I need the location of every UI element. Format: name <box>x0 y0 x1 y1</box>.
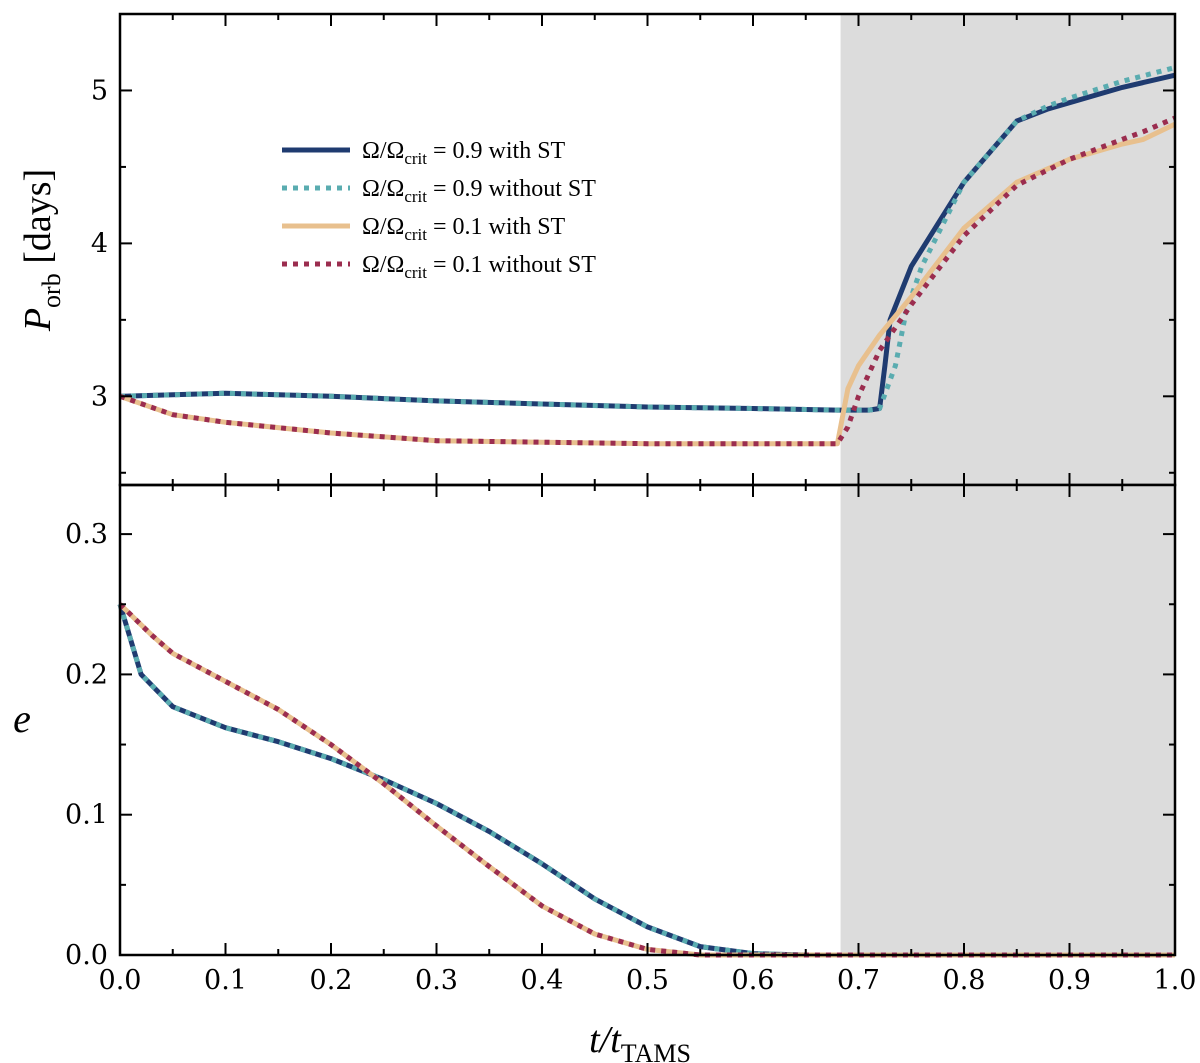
top-panel-period: 345 Ω/Ωcrit = 0.9 with STΩ/Ωcrit = 0.9 w… <box>17 12 1177 487</box>
legend-label-symbol: Ω/Ω <box>362 138 404 164</box>
bottom-ticks-group: 0.0 0.1 0.2 0.3 0.0 0.1 0.2 0.3 0.4 0.5 0.6 0.7 0.8 0… <box>65 485 1196 996</box>
xtick-label: 0.4 <box>521 965 564 996</box>
ylabel-main: P <box>17 308 59 332</box>
top-ytick-label: 3 <box>91 381 108 412</box>
legend-entry-3: Ω/Ωcrit = 0.1 without ST <box>282 252 596 282</box>
xtick-label: 0.1 <box>204 965 247 996</box>
xtick-label: 1.0 <box>1154 965 1197 996</box>
legend-entry-0: Ω/Ωcrit = 0.9 with ST <box>282 138 566 168</box>
ylabel-sub: orb <box>37 273 66 308</box>
bottom-axes-frame <box>118 483 1177 957</box>
legend-label-symbol: Ω/Ω <box>362 214 404 240</box>
legend-entry-2: Ω/Ωcrit = 0.1 with ST <box>282 214 566 244</box>
legend-label-symbol: Ω/Ω <box>362 176 404 202</box>
xtick-label: 0.7 <box>837 965 880 996</box>
legend-label: Ω/Ωcrit = 0.1 with ST <box>362 214 566 244</box>
legend-label-sub: crit <box>404 225 427 244</box>
bot-ytick-label: 0.3 <box>65 519 108 550</box>
legend-label-sub: crit <box>404 149 427 168</box>
bot-series-line-3 <box>118 602 1175 958</box>
legend-label-symbol: Ω/Ω <box>362 252 404 278</box>
xtick-label: 0.8 <box>943 965 986 996</box>
top-series-group <box>119 65 1177 447</box>
top-shaded-region <box>840 14 1175 485</box>
xtick-label: 0.3 <box>415 965 458 996</box>
top-ytick-label: 4 <box>91 228 108 259</box>
xtick-label: 0.5 <box>626 965 669 996</box>
legend-label-rest: = 0.1 with ST <box>427 214 566 240</box>
bottom-panel-eccentricity: 0.0 0.1 0.2 0.3 0.0 0.1 0.2 0.3 0.4 0.5 0.6 0.7 0.8 0… <box>13 483 1196 1063</box>
top-y-axis-label: Porb [days] <box>17 169 66 332</box>
top-ticks-group: 3 4 5 <box>91 13 1176 485</box>
legend-label-rest: = 0.9 with ST <box>427 138 566 164</box>
bot-ytick-label: 0.0 <box>65 940 108 971</box>
bot-ytick-label: 0.1 <box>65 800 108 831</box>
xtick-label: 0.9 <box>1048 965 1091 996</box>
legend-label-rest: = 0.9 without ST <box>427 176 596 202</box>
xlabel-mid: /t <box>598 1019 623 1061</box>
xtick-label: 0.2 <box>310 965 353 996</box>
legend-label-sub: crit <box>404 263 427 282</box>
bot-ytick-label: 0.2 <box>65 659 108 690</box>
ylabel-unit: [days] <box>17 169 59 273</box>
top-series-line-3 <box>119 115 1176 447</box>
xtick-label: 0.6 <box>732 965 775 996</box>
legend: Ω/Ωcrit = 0.9 with STΩ/Ωcrit = 0.9 witho… <box>282 138 596 282</box>
legend-label-sub: crit <box>404 187 427 206</box>
bottom-shaded-region <box>840 485 1175 955</box>
top-series-line-2 <box>119 121 1177 447</box>
xtick-label: 0.0 <box>99 965 142 996</box>
xlabel-sub: TAMS <box>621 1039 691 1063</box>
x-axis-label: t/tTAMS <box>589 1019 691 1063</box>
top-ytick-label: 5 <box>91 75 108 106</box>
bottom-y-axis-label: e <box>13 696 31 741</box>
top-series-line-1 <box>119 65 1176 413</box>
legend-label: Ω/Ωcrit = 0.9 with ST <box>362 138 566 168</box>
legend-entry-1: Ω/Ωcrit = 0.9 without ST <box>282 176 596 206</box>
legend-label: Ω/Ωcrit = 0.1 without ST <box>362 252 596 282</box>
legend-label-rest: = 0.1 without ST <box>427 252 596 278</box>
xlabel-main: t <box>589 1019 601 1061</box>
legend-label: Ω/Ωcrit = 0.9 without ST <box>362 176 596 206</box>
